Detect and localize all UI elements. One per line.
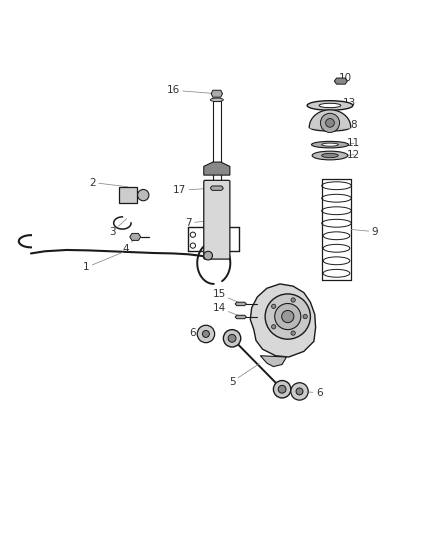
Text: 15: 15 <box>212 289 242 304</box>
Bar <box>119 187 137 204</box>
Circle shape <box>273 381 291 398</box>
Circle shape <box>296 388 303 395</box>
Text: 1: 1 <box>83 252 123 272</box>
Text: 4: 4 <box>122 237 136 254</box>
Circle shape <box>204 251 212 260</box>
Ellipse shape <box>311 141 349 148</box>
Text: 16: 16 <box>167 85 217 95</box>
Text: 13: 13 <box>343 98 356 108</box>
Circle shape <box>272 325 276 329</box>
Text: 10: 10 <box>339 73 352 83</box>
Ellipse shape <box>307 101 353 110</box>
Polygon shape <box>334 78 347 84</box>
Circle shape <box>282 310 294 322</box>
Text: 6: 6 <box>300 387 322 398</box>
Circle shape <box>223 329 241 347</box>
Text: 5: 5 <box>229 364 259 387</box>
Circle shape <box>275 303 301 329</box>
Circle shape <box>138 189 149 201</box>
Polygon shape <box>211 90 223 97</box>
Ellipse shape <box>319 103 341 108</box>
Text: 17: 17 <box>173 185 212 195</box>
Text: 12: 12 <box>345 150 360 160</box>
Circle shape <box>291 298 295 302</box>
Text: 9: 9 <box>351 227 378 237</box>
FancyBboxPatch shape <box>204 180 230 259</box>
Circle shape <box>291 383 308 400</box>
Circle shape <box>202 330 209 337</box>
Circle shape <box>325 118 334 127</box>
Circle shape <box>228 334 236 342</box>
Ellipse shape <box>322 143 338 146</box>
Polygon shape <box>130 233 141 240</box>
Text: 11: 11 <box>345 139 360 148</box>
Circle shape <box>272 304 276 309</box>
Circle shape <box>291 331 295 335</box>
Circle shape <box>321 114 339 133</box>
Polygon shape <box>235 315 247 319</box>
Circle shape <box>278 385 286 393</box>
Polygon shape <box>204 162 230 175</box>
Polygon shape <box>260 356 286 367</box>
Text: 14: 14 <box>212 303 242 317</box>
Text: 8: 8 <box>347 118 357 130</box>
Polygon shape <box>251 284 316 357</box>
Polygon shape <box>210 186 223 190</box>
Ellipse shape <box>322 154 338 158</box>
Text: 3: 3 <box>109 219 127 237</box>
Circle shape <box>197 325 215 343</box>
Circle shape <box>265 294 311 339</box>
Polygon shape <box>235 302 247 305</box>
Text: 2: 2 <box>89 177 128 188</box>
Ellipse shape <box>312 151 348 160</box>
Circle shape <box>303 314 307 319</box>
Ellipse shape <box>210 98 223 102</box>
Text: 6: 6 <box>190 328 206 337</box>
Text: 7: 7 <box>185 218 219 228</box>
Ellipse shape <box>309 123 351 131</box>
